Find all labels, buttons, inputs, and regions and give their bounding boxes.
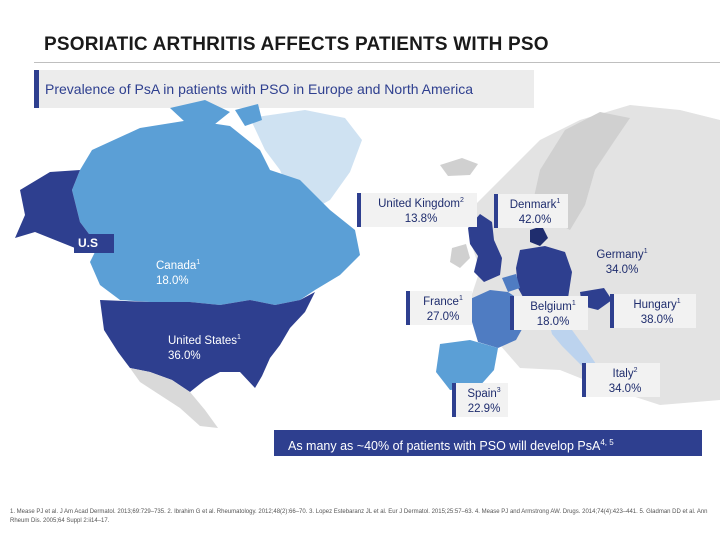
canada-shape: [72, 120, 360, 305]
label-italy: Italy2 34.0%: [582, 363, 660, 397]
canada-islands-shape: [170, 100, 262, 126]
usa-shape: [100, 292, 315, 392]
label-germany: Germany1 34.0%: [596, 248, 648, 276]
denmark-shape: [530, 226, 548, 246]
label-spain: Spain3 22.9%: [452, 383, 508, 417]
subtitle-box: Prevalence of PsA in patients with PSO i…: [34, 70, 534, 108]
alaska-shape: [15, 170, 98, 250]
germany-shape: [516, 246, 572, 310]
label-denmark: Denmark1 42.0%: [494, 194, 568, 228]
title-divider: [34, 62, 720, 63]
label-france: France1 27.0%: [406, 291, 472, 325]
ireland-shape: [450, 244, 470, 268]
us-tag: U.S: [74, 234, 115, 253]
label-uk: United Kingdom2 13.8%: [357, 193, 477, 227]
uk-shape: [468, 214, 502, 282]
page-title: PSORIATIC ARTHRITIS AFFECTS PATIENTS WIT…: [44, 34, 549, 55]
callout-banner: As many as ~40% of patients with PSO wil…: [274, 430, 702, 456]
label-belgium: Belgium1 18.0%: [510, 296, 588, 330]
label-usa: United States1 36.0%: [168, 334, 241, 362]
iceland-shape: [440, 158, 478, 176]
europe-backdrop-shape: [470, 105, 720, 405]
label-hungary: Hungary1 38.0%: [610, 294, 696, 328]
references: 1. Mease PJ et al. J Am Acad Dermatol. 2…: [10, 509, 708, 524]
label-canada: Canada1 18.0%: [156, 259, 201, 287]
greenland-shape: [250, 110, 362, 214]
mexico-shape: [130, 368, 218, 428]
spain-shape: [436, 340, 498, 390]
hungary-shape: [580, 288, 612, 310]
callout-text: As many as ~40% of patients with PSO wil…: [288, 439, 601, 454]
subtitle: Prevalence of PsA in patients with PSO i…: [45, 81, 474, 97]
callout-refs: 4, 5: [600, 438, 614, 447]
belgium-shape: [502, 274, 520, 292]
